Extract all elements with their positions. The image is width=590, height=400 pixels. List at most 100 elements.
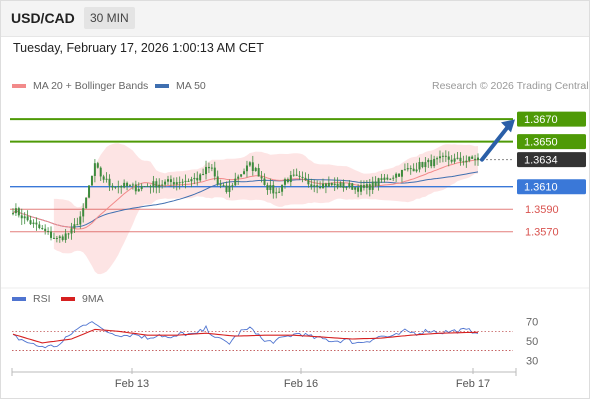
- x-axis: Feb 13 Feb 16 Feb 17: [11, 368, 517, 390]
- candle-body: [210, 167, 213, 169]
- candle-body: [140, 186, 143, 190]
- candle-body: [82, 208, 85, 217]
- candle-body: [52, 237, 55, 239]
- legend-rsi-label: RSI: [33, 293, 51, 305]
- candle-body: [243, 171, 246, 175]
- candle-body: [12, 213, 14, 215]
- timeframe-button[interactable]: 30 MIN: [84, 7, 135, 29]
- candle-body: [44, 228, 47, 232]
- candle-body: [348, 183, 351, 188]
- candle-body: [450, 159, 453, 162]
- candle-body: [438, 156, 441, 159]
- candle-body: [272, 185, 275, 194]
- candle-body: [187, 180, 190, 182]
- candle-body: [281, 184, 284, 192]
- candle-body: [181, 181, 184, 183]
- candle-body: [289, 175, 292, 183]
- candle-body: [146, 186, 149, 188]
- candle-body: [301, 176, 304, 178]
- candle-body: [50, 231, 53, 238]
- candle-body: [190, 179, 193, 182]
- candle-body: [234, 178, 237, 186]
- candle-body: [193, 177, 196, 180]
- candle-body: [465, 160, 468, 163]
- candle-body: [20, 215, 23, 219]
- candle-body: [152, 181, 155, 188]
- level-tag-2: [517, 152, 586, 168]
- candle-body: [354, 187, 357, 190]
- candle-body: [275, 192, 278, 194]
- candle-body: [105, 178, 108, 180]
- candle-body: [213, 167, 216, 177]
- candle-body: [55, 237, 58, 239]
- candle-body: [322, 183, 324, 188]
- candle-body: [202, 174, 205, 176]
- candle-body: [76, 224, 79, 226]
- candle-body: [395, 173, 398, 178]
- candle-body: [307, 180, 310, 185]
- candle-body: [126, 182, 129, 187]
- level-label-2: 1.3634: [524, 155, 558, 167]
- candle-body: [47, 231, 50, 233]
- candle-body: [58, 236, 61, 238]
- candle-body: [278, 191, 281, 193]
- candle-body: [444, 155, 447, 157]
- candle-body: [254, 168, 257, 171]
- candle-body: [164, 181, 167, 185]
- candle-body: [269, 185, 272, 191]
- candle-body: [134, 184, 137, 192]
- legend-ma50-label: MA 50: [176, 80, 206, 92]
- candle-body: [436, 158, 439, 160]
- candle-body: [319, 187, 322, 189]
- symbol-label: USD/CAD: [11, 10, 75, 26]
- candle-body: [424, 162, 427, 168]
- candle-body: [389, 178, 392, 180]
- candle-body: [453, 158, 456, 162]
- candle-body: [117, 186, 120, 188]
- candle-body: [149, 186, 152, 188]
- candle-body: [298, 175, 301, 177]
- legend-ma20-bb: MA 20 + Bollinger Bands: [12, 80, 148, 92]
- rsi-plot: 30 50 70: [12, 317, 538, 367]
- candle-body: [415, 169, 418, 172]
- level-label-5: 1.3570: [525, 227, 559, 239]
- x-tick-label-1: Feb 16: [284, 378, 318, 390]
- candle-body: [266, 184, 269, 191]
- candle-body: [412, 168, 415, 172]
- ma20-line: [12, 159, 479, 230]
- candle-body: [67, 233, 70, 235]
- candle-body: [365, 184, 368, 188]
- candle-body: [88, 185, 91, 198]
- ma20-swatch: [12, 84, 26, 89]
- candle-body: [362, 185, 365, 188]
- candle-body: [23, 216, 26, 219]
- candle-body: [32, 222, 35, 225]
- candle-body: [99, 167, 102, 177]
- candle-body: [41, 228, 44, 230]
- candle-body: [228, 185, 231, 193]
- candle-body: [330, 182, 333, 186]
- candle-body: [96, 163, 99, 168]
- candle-body: [114, 186, 117, 188]
- rsi-tick-50: 50: [526, 336, 538, 348]
- candle-body: [61, 236, 64, 240]
- candle-body: [14, 208, 17, 214]
- candle-body: [327, 182, 330, 187]
- candle-body: [380, 178, 383, 180]
- candle-body: [260, 176, 263, 179]
- rsi-ma-line: [12, 328, 478, 344]
- candle-body: [383, 177, 386, 180]
- candle-body: [360, 185, 363, 192]
- candle-body: [137, 189, 140, 192]
- candle-body: [339, 182, 342, 188]
- candle-body: [79, 216, 82, 225]
- level-tag-1: [517, 134, 586, 150]
- candle-body: [143, 186, 146, 188]
- candle-body: [316, 185, 319, 188]
- candle-body: [471, 156, 474, 159]
- candle-body: [231, 185, 234, 187]
- candle-body: [108, 178, 111, 186]
- candle-body: [184, 180, 187, 182]
- rsi-ma-swatch: [61, 297, 75, 302]
